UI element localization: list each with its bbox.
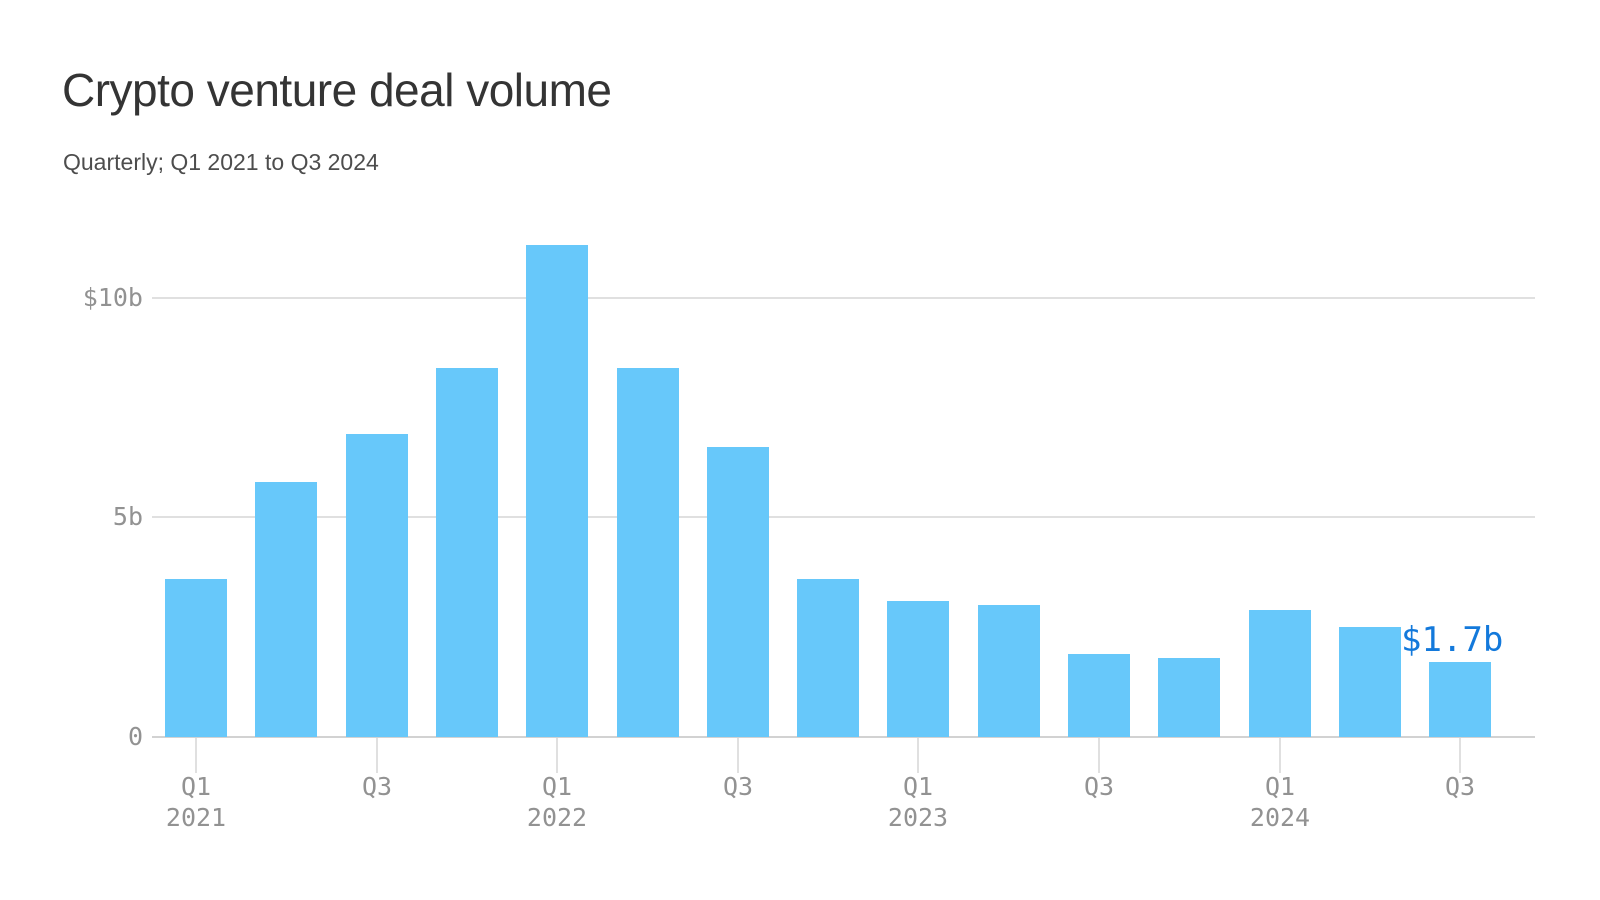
gridline-$10b	[152, 296, 1535, 299]
bar-q2-2022	[617, 368, 679, 737]
x-axis-quarter-label: Q1	[180, 772, 212, 801]
bar-q1-2021	[165, 579, 227, 737]
y-axis-tick-label: 0	[127, 722, 143, 751]
x-axis-year-label: 2023	[887, 803, 949, 832]
bar-q4-2021	[436, 368, 498, 737]
bar-q1-2022	[526, 245, 588, 737]
bar-q4-2023	[1158, 658, 1220, 737]
x-axis-quarter-label: Q3	[722, 772, 754, 801]
chart-subtitle: Quarterly; Q1 2021 to Q3 2024	[63, 149, 379, 175]
x-axis-tick	[1279, 738, 1281, 773]
x-axis-tick	[195, 738, 197, 773]
x-axis-quarter-label: Q3	[1083, 772, 1115, 801]
x-axis-quarter-label: Q1	[902, 772, 934, 801]
bar-q3-2022	[707, 447, 769, 737]
x-axis-tick	[376, 738, 378, 773]
x-axis-tick	[1098, 738, 1100, 773]
chart-title: Crypto venture deal volume	[62, 64, 612, 116]
bar-q3-2021	[346, 434, 408, 737]
x-axis-tick	[1459, 738, 1461, 773]
y-axis-tick-label: $10b	[82, 282, 143, 312]
x-axis-tick	[917, 738, 919, 773]
bar-q1-2024	[1249, 610, 1311, 737]
x-axis-year-label: 2022	[526, 803, 588, 832]
x-axis-tick	[556, 738, 558, 773]
x-axis-baseline	[152, 736, 1535, 738]
x-axis-quarter-label: Q1	[541, 772, 573, 801]
x-axis-quarter-label: Q3	[1444, 772, 1476, 801]
x-axis-tick	[737, 738, 739, 773]
bar-q2-2021	[255, 482, 317, 737]
bar-q3-2023	[1068, 654, 1130, 737]
x-axis-year-label: 2021	[165, 803, 227, 832]
bar-q2-2023	[978, 605, 1040, 737]
latest-value-annotation: $1.7b	[1401, 620, 1504, 660]
gridline-5b	[152, 516, 1535, 519]
x-axis-year-label: 2024	[1249, 803, 1311, 832]
bar-q3-2024	[1429, 662, 1491, 737]
bar-q1-2023	[887, 601, 949, 737]
bar-q2-2024	[1339, 627, 1401, 737]
y-axis-tick-label: 5b	[112, 502, 143, 532]
bar-q4-2022	[797, 579, 859, 737]
x-axis-quarter-label: Q1	[1264, 772, 1296, 801]
x-axis-quarter-label: Q3	[361, 772, 393, 801]
